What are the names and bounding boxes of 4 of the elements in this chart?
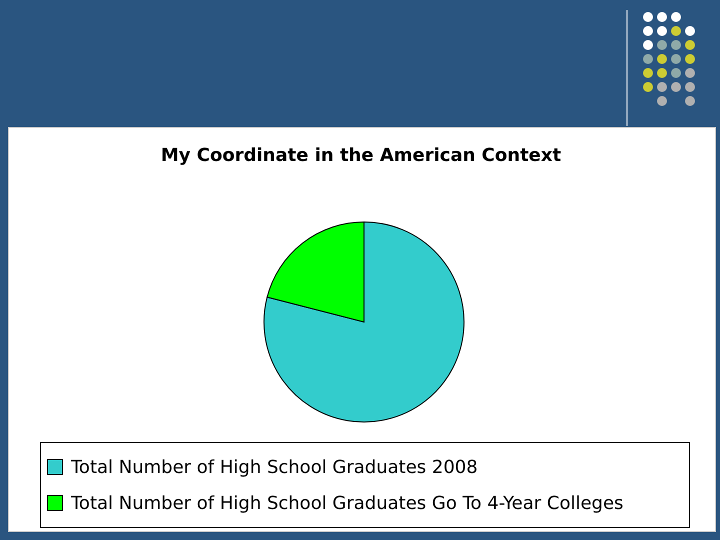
legend-label: Total Number of High School Graduates Go To 4-Year Colleges [71, 492, 624, 514]
pie-slice [264, 222, 464, 422]
legend-label: Total Number of High School Graduates 2008 [71, 456, 478, 478]
chart-title: My Coordinate in the American Context [160, 145, 562, 166]
